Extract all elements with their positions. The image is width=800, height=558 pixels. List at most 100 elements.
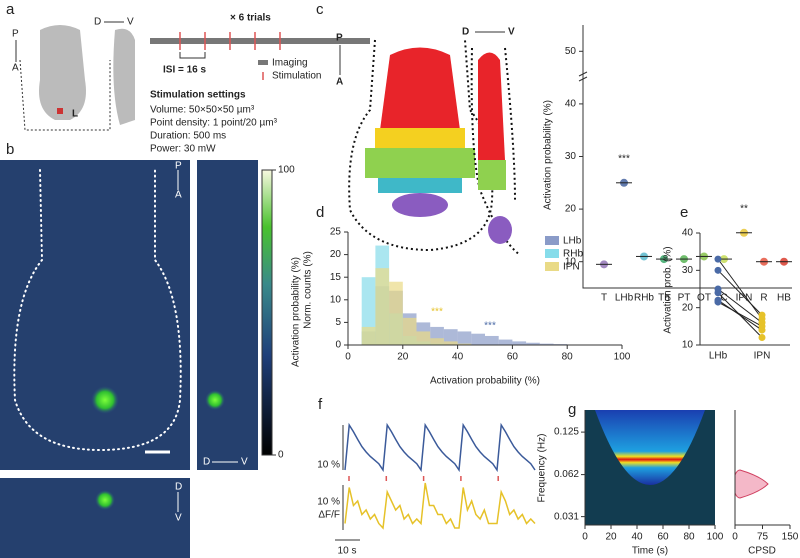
region [478,52,505,160]
settings-title: Stimulation settings [150,90,246,101]
legend-item: RHb [563,249,583,260]
y-axis-label: Activation probability (%) [543,100,554,210]
stim-site [57,108,63,114]
x-tick-label: LHb [615,293,634,304]
point [714,298,722,306]
scale-label: 10 s [338,546,357,557]
x-tick-label: 150 [782,532,799,543]
isi: ISI = 16 s [163,65,207,76]
image-side [197,160,258,470]
hotspot [91,386,119,414]
dir: D [175,482,182,493]
dir: D [94,17,101,28]
bar [457,343,472,345]
y-tick-label: 10 [330,294,342,305]
region [488,216,512,244]
x-tick-label: 80 [683,532,695,543]
setting: Volume: 50×50×50 µm³ [150,105,255,116]
y-tick-label: 0.062 [554,469,579,480]
x-tick-label: 20 [605,532,617,543]
outline [19,59,111,131]
legend-swatch [258,60,268,65]
bar [457,331,472,345]
panel-c: c P A D V [316,1,521,256]
y-tick-label: 0 [335,340,341,351]
panel-a: a P A D V L × 6 trials ISI = 16 s Imagin… [6,1,370,155]
hotspot [95,490,115,510]
trace [344,422,536,473]
x-tick-label: 75 [757,532,769,543]
x-tick-label: IPN [736,293,753,304]
x-tick-label: LHb [709,351,728,362]
pair-line [717,269,763,316]
y-axis-label: Activation prob. (%) [663,246,674,333]
bar [443,329,458,345]
y-tick-label: 20 [682,302,694,313]
x-tick-label: OT [697,293,711,304]
legend-swatch [545,249,559,258]
legend-item: LHb [563,236,582,247]
x-tick-label: IPN [754,351,771,362]
panel-label: c [316,1,324,18]
point [758,322,766,330]
axis-break [578,71,588,82]
annotation: *** [618,153,630,164]
x-tick-label: PT [678,293,691,304]
annotation: ** [740,203,748,214]
setting: Point density: 1 point/20 µm³ [150,118,278,129]
x-tick-label: 100 [614,352,631,363]
panel-label: d [316,204,324,221]
x-tick-label: 40 [452,352,464,363]
dir: D [462,27,469,38]
x-tick-label: 80 [562,352,574,363]
spectrogram [595,410,705,485]
point [758,311,766,319]
bar [416,331,431,345]
dir: V [127,17,134,28]
trace [344,482,536,530]
x-tick-label: 100 [707,532,724,543]
pair-line [717,301,763,327]
pair-line [717,258,763,320]
dir: V [241,457,248,468]
panel-label: e [680,204,688,221]
x-tick-label: 60 [507,352,519,363]
image-top [0,160,190,470]
dir: P [12,29,19,40]
legend-swatch [545,236,559,245]
scale-label: ΔF/F [318,510,340,521]
x-tick-label: 40 [631,532,643,543]
scale-label: 10 % [317,460,340,471]
legend-swatch [545,262,559,271]
colorbar [261,169,273,456]
x-tick-label: 0 [732,532,738,543]
dir: P [336,33,343,44]
x-tick-label: 20 [397,352,409,363]
panel-label: b [6,141,14,158]
x-tick-label: T [601,293,607,304]
bar [512,341,527,345]
bar [402,317,417,345]
x-tick-label: RHb [634,293,654,304]
legend-item: Imaging [272,58,308,69]
region [380,47,460,130]
scale-label: 10 % [317,497,340,508]
y-tick-label: 0.031 [554,511,579,522]
x-tick-label: 0 [582,532,588,543]
y-tick-label: 20 [330,249,342,260]
region [378,178,462,193]
pair-line [717,299,763,331]
y-tick-label: 40 [682,228,694,239]
panel-label: f [318,396,323,413]
y-tick-label: 25 [330,227,342,238]
dir: V [175,513,182,524]
dir: P [175,161,182,172]
setting: Duration: 500 ms [150,131,226,142]
bracket [179,52,206,59]
point [714,289,722,297]
trials: × 6 trials [230,13,271,24]
axis [582,25,792,289]
axis [699,233,790,346]
x-tick-label: 60 [657,532,669,543]
y-axis-label: Norm. counts (%) [303,251,314,329]
